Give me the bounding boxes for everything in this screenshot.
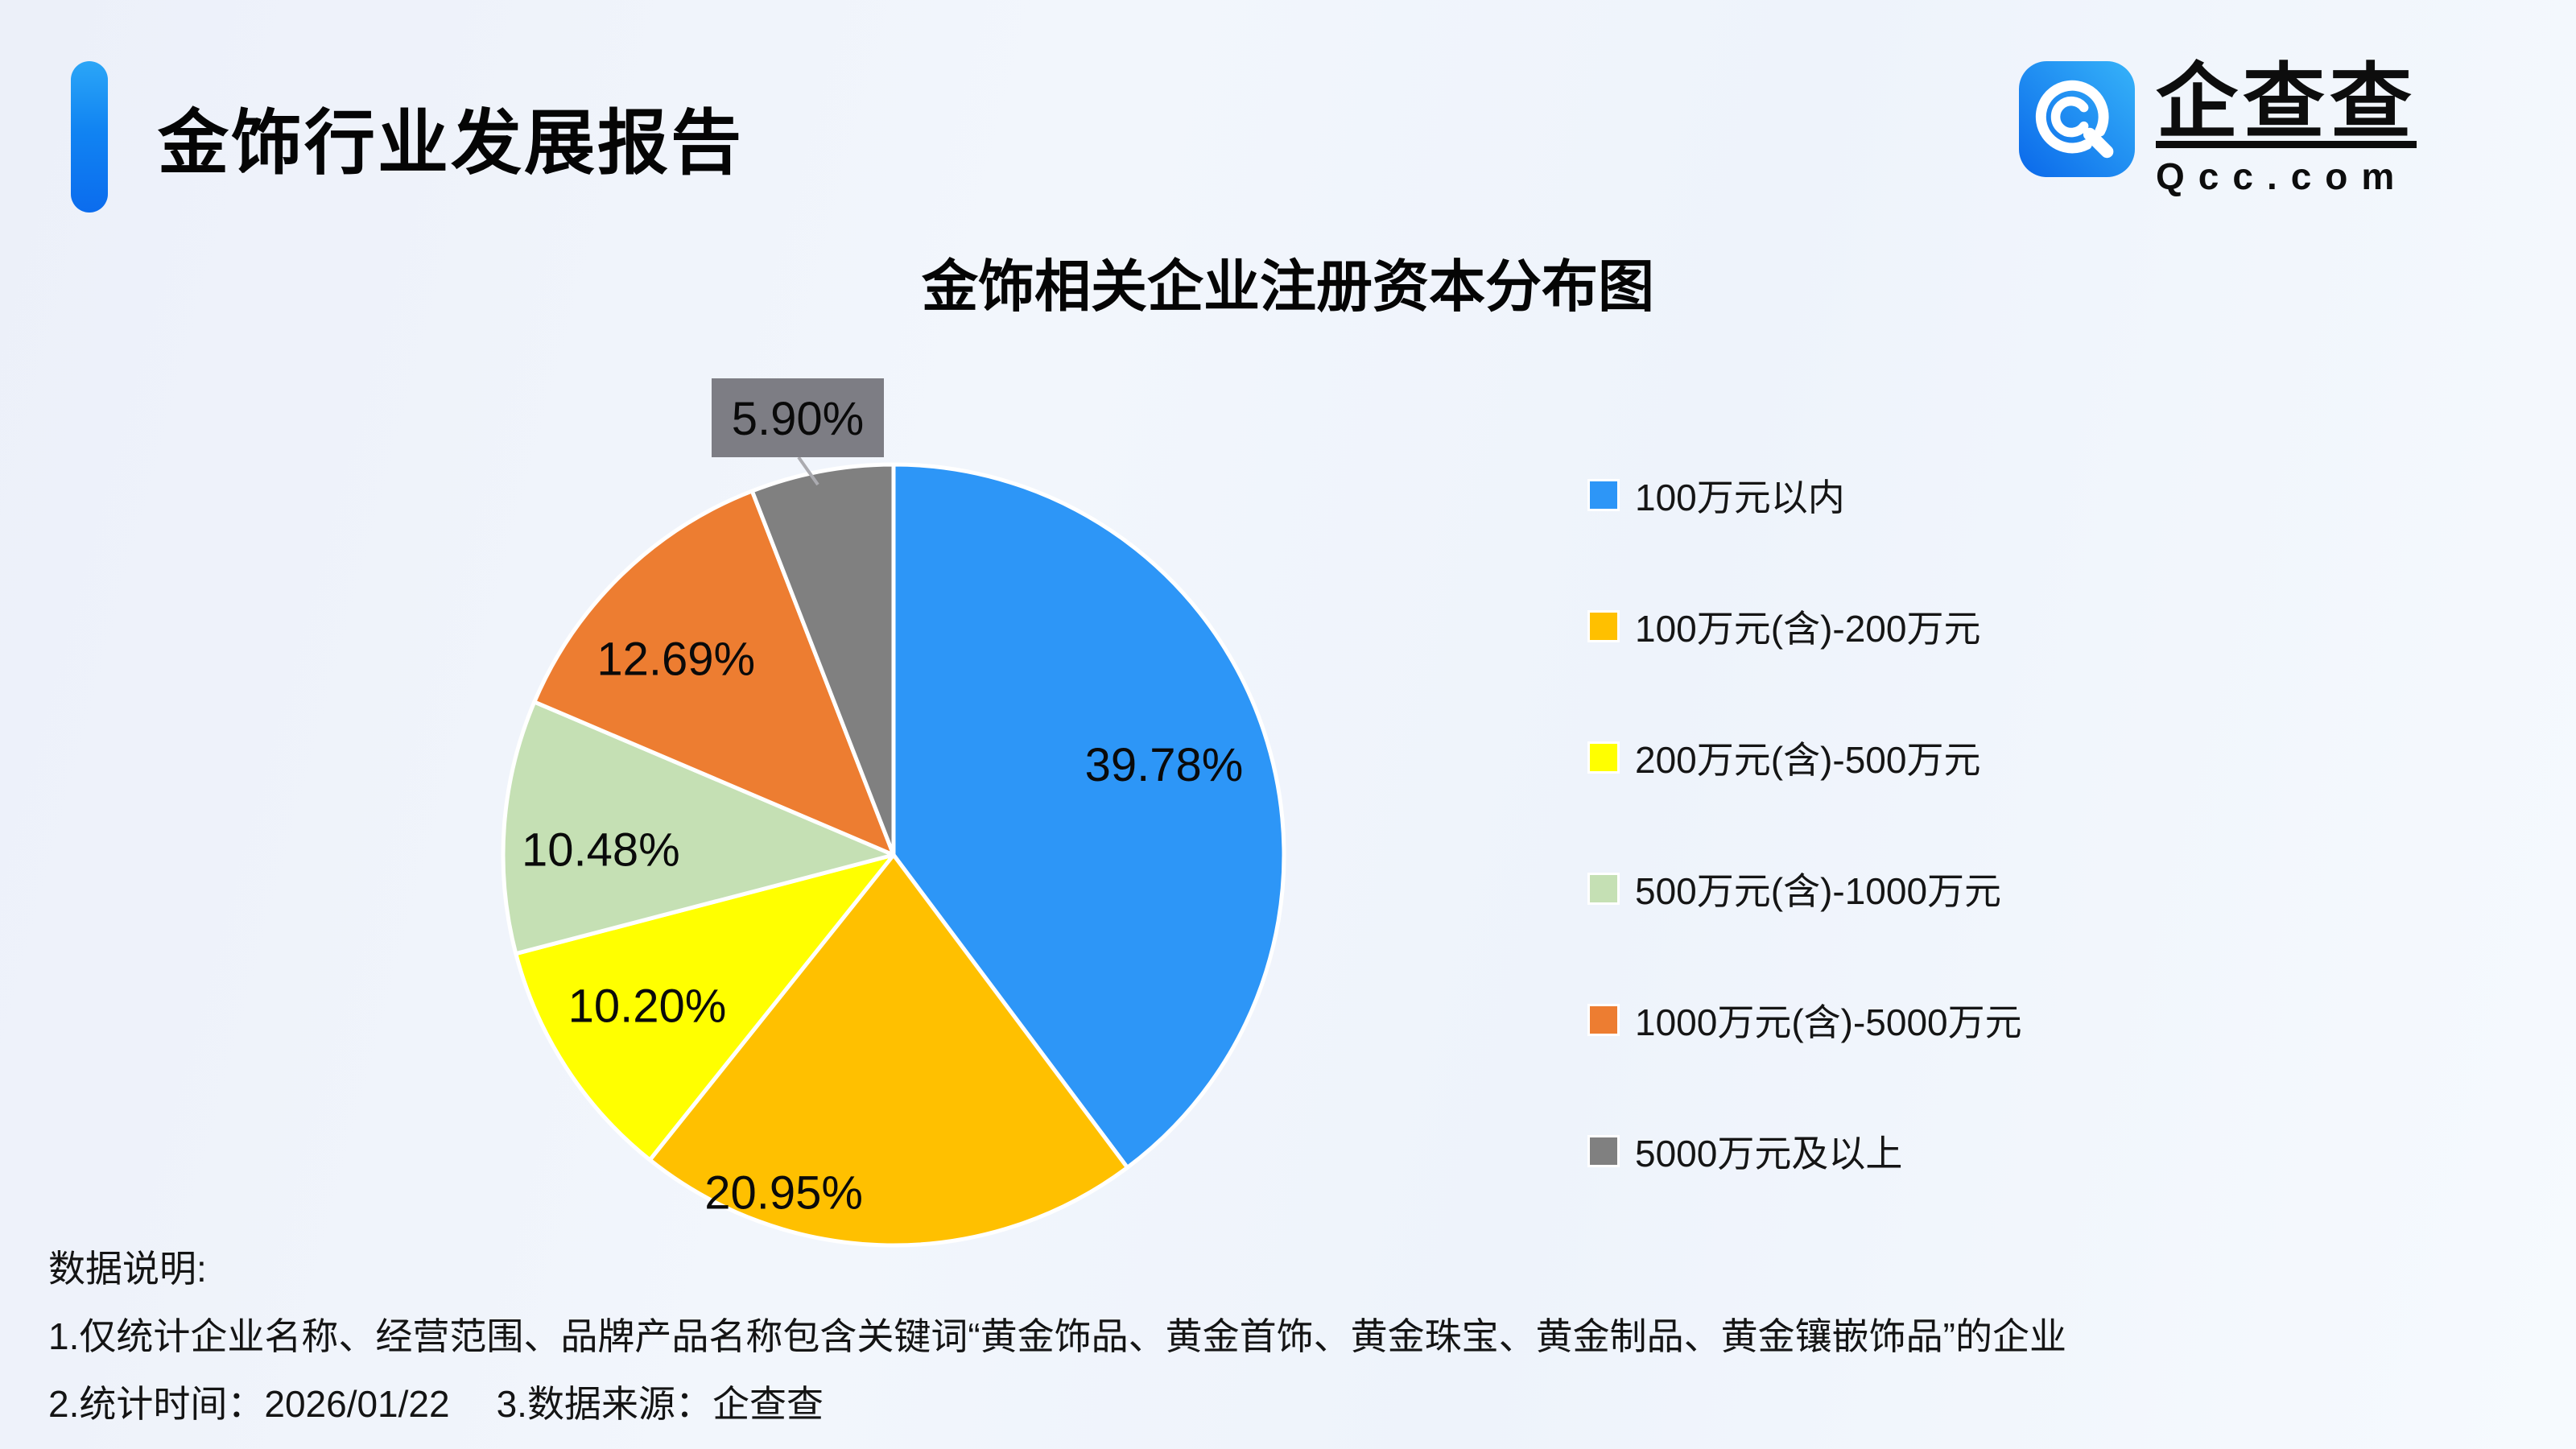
legend-item-0: 100万元以内 [1590, 477, 2022, 518]
legend-item-2: 200万元(含)-500万元 [1590, 739, 2022, 781]
note-meta: 2.统计时间：2026/01/22 3.数据来源：企查查 [48, 1375, 824, 1428]
pie-label-1: 20.95% [704, 1167, 863, 1220]
title-accent-bar [71, 61, 108, 213]
pie-slice-1 [647, 852, 1129, 1248]
pie-slice-4 [532, 489, 896, 857]
legend-item-3: 500万元(含)-1000万元 [1590, 870, 2022, 912]
note-source: 3.数据来源：企查查 [496, 1383, 824, 1425]
note-scope: 1.仅统计企业名称、经营范围、品牌产品名称包含关键词“黄金饰品、黄金首饰、黄金珠… [48, 1315, 2066, 1357]
legend-label-3: 500万元(含)-1000万元 [1635, 870, 2002, 912]
qcc-logo: 企查查 Qcc.com [2019, 61, 2417, 198]
pie-label-5: 5.90% [732, 393, 864, 445]
pie-slice-3 [501, 700, 896, 956]
pie-label-4: 12.69% [597, 634, 755, 686]
legend-label-0: 100万元以内 [1635, 477, 1845, 518]
legend-swatch-0 [1590, 481, 1617, 509]
pie-label-3: 10.48% [522, 824, 680, 877]
chart-legend: 100万元以内 100万元(含)-200万元 200万元(含)-500万元 500万元… [1590, 477, 2022, 1174]
legend-swatch-5 [1590, 1137, 1617, 1165]
legend-label-1: 100万元(含)-200万元 [1635, 608, 1981, 650]
legend-swatch-1 [1590, 613, 1617, 640]
legend-swatch-2 [1590, 744, 1617, 771]
legend-swatch-3 [1590, 875, 1617, 902]
legend-label-5: 5000万元及以上 [1635, 1133, 1903, 1174]
report-header: 金饰行业发展报告 [71, 61, 744, 213]
qcc-logo-text: 企查查 Qcc.com [2156, 61, 2417, 198]
qcc-brand-name: 企查查 [2156, 56, 2417, 148]
pie-slice-0 [891, 462, 1286, 1170]
pie-outside-label-box [712, 378, 884, 457]
page-title: 金饰行业发展报告 [158, 102, 745, 183]
pie-label-0: 39.78% [1085, 739, 1244, 791]
legend-label-2: 200万元(含)-500万元 [1635, 739, 1981, 781]
pie-label-2: 10.20% [568, 980, 727, 1033]
notes-heading: 数据说明: [48, 1248, 207, 1290]
legend-item-4: 1000万元(含)-5000万元 [1590, 1001, 2022, 1043]
pie-slice-5 [749, 462, 896, 857]
pie-leader-line [797, 456, 819, 486]
legend-label-4: 1000万元(含)-5000万元 [1635, 1001, 2022, 1043]
legend-swatch-4 [1590, 1006, 1617, 1034]
qcc-mark-icon [2019, 61, 2135, 177]
pie-slice-2 [514, 852, 896, 1162]
legend-item-5: 5000万元及以上 [1590, 1133, 2022, 1174]
legend-item-1: 100万元(含)-200万元 [1590, 608, 2022, 650]
note-time: 2.统计时间：2026/01/22 [48, 1383, 450, 1425]
chart-title: 金饰相关企业注册资本分布图 [922, 255, 1654, 318]
qcc-domain: Qcc.com [2156, 155, 2409, 197]
